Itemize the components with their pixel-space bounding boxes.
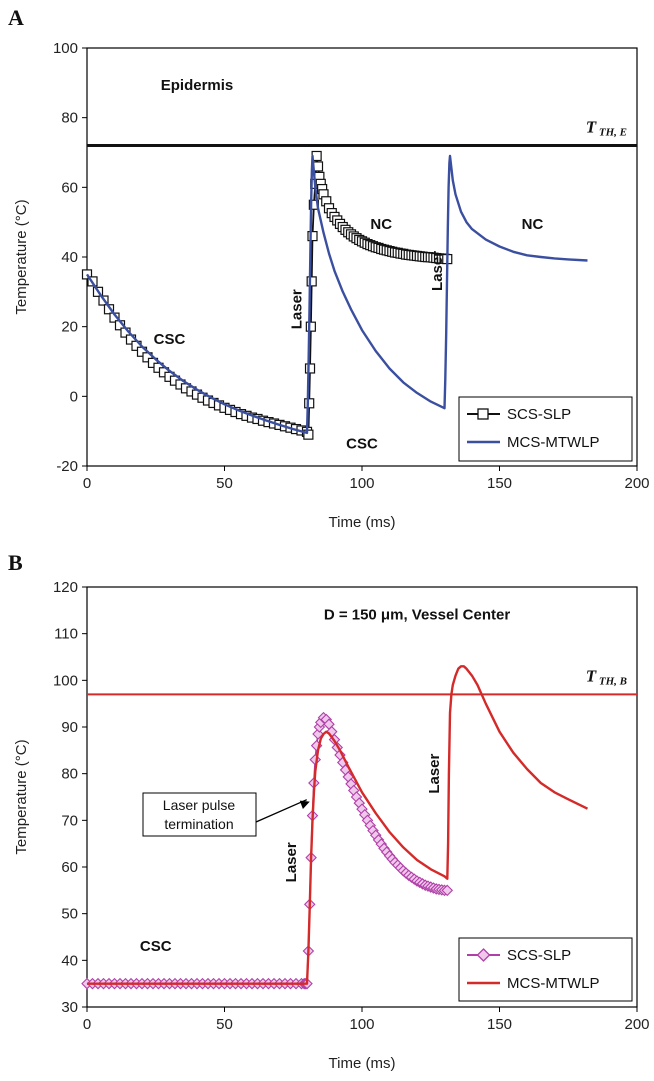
x-tick-label: 0 — [83, 475, 91, 492]
legend-label-scs-slp: SCS-SLP — [507, 947, 571, 964]
data-point — [306, 276, 317, 287]
annotation-laser: Laser — [426, 753, 443, 793]
data-point — [304, 363, 316, 374]
annotation-d-150-m-vessel-center: D = 150 μm, Vessel Center — [324, 607, 511, 624]
panel-a-label: A — [8, 5, 24, 30]
annotation-nc: NC — [522, 216, 544, 233]
panel-b-threshold: T TH, B — [87, 666, 637, 696]
y-tick-label: 70 — [61, 812, 78, 829]
data-point — [303, 429, 314, 440]
panel-a-annotations: Epidermis CSC CSC NC NC Laser Laser — [154, 77, 544, 453]
panel-a-x-axis-label: Time (ms) — [329, 514, 396, 531]
y-tick-label: 50 — [61, 906, 78, 923]
annotation-csc: CSC — [140, 938, 172, 955]
x-tick-label: 50 — [216, 1016, 233, 1033]
y-tick-label: 110 — [54, 626, 78, 643]
panel-a-y-ticks: -20 0 20 40 60 80 100 — [53, 40, 87, 475]
y-tick-label: 20 — [61, 319, 78, 336]
callout-arrow — [255, 799, 310, 823]
panel-b-y-axis-label: Temperature (°C) — [13, 739, 30, 854]
panel-a-legend: SCS-SLP MCS-MTWLP — [458, 396, 633, 462]
x-tick-label: 200 — [624, 1016, 649, 1033]
annotation-csc: CSC — [154, 331, 186, 348]
panel-a: A -20 0 20 40 60 80 100 0 50 100 150 200 Temperatu… — [8, 5, 650, 531]
threshold-subscript: TH, B — [596, 675, 627, 687]
y-tick-label: 80 — [61, 110, 78, 127]
annotation-csc: CSC — [346, 436, 378, 453]
series-line-mcs-mtwlp — [87, 665, 589, 985]
threshold-subscript: TH, E — [596, 127, 627, 139]
y-tick-label: 30 — [61, 999, 78, 1016]
legend-label-mcs-mtwlp: MCS-MTWLP — [507, 975, 600, 992]
callout-box — [142, 792, 257, 837]
annotation-laser: Laser — [429, 251, 446, 291]
panel-a-y-axis-label: Temperature (°C) — [13, 199, 30, 314]
annotation-epidermis: Epidermis — [161, 77, 234, 94]
threshold-label: T TH, B — [586, 666, 627, 687]
panel-b-annotations: D = 150 μm, Vessel Center CSC Laser Laser — [140, 607, 510, 955]
panel-b-y-ticks: 30 40 50 60 70 80 90 100 110 120 — [53, 579, 87, 1016]
x-tick-label: 100 — [349, 1016, 374, 1033]
annotation-nc: NC — [370, 216, 392, 233]
data-point — [304, 398, 315, 409]
panel-b-series — [81, 665, 589, 990]
callout-arrow-line — [255, 799, 308, 823]
legend-box — [458, 396, 633, 462]
y-tick-label: 40 — [61, 249, 78, 266]
series-line-mcs-mtwlp — [85, 154, 588, 435]
x-tick-label: 200 — [624, 475, 649, 492]
panel-b-legend: SCS-SLP MCS-MTWLP — [458, 937, 633, 1002]
y-tick-label: 100 — [53, 40, 78, 57]
panel-a-threshold: T TH, E — [87, 118, 637, 148]
callout-line-1: Laser pulse — [163, 797, 236, 813]
x-tick-label: 150 — [487, 1016, 512, 1033]
y-tick-label: 90 — [61, 719, 78, 736]
data-point — [307, 231, 318, 242]
panel-b-x-ticks: 0 50 100 150 200 — [83, 1007, 650, 1033]
panel-b-x-axis-label: Time (ms) — [329, 1055, 396, 1072]
y-tick-label: 60 — [61, 859, 78, 876]
series-line-scs-slp — [86, 155, 448, 436]
legend-marker-scs-slp — [477, 408, 489, 420]
y-tick-label: 100 — [53, 672, 78, 689]
threshold-label: T TH, E — [586, 118, 627, 139]
callout-line-2: termination — [164, 816, 233, 832]
legend-label-mcs-mtwlp: MCS-MTWLP — [507, 434, 600, 451]
laser-pulse-termination-callout: Laser pulse termination — [142, 792, 310, 837]
y-tick-label: 120 — [53, 579, 78, 596]
callout-arrow-head — [299, 800, 310, 810]
y-tick-label: -20 — [56, 458, 78, 475]
y-tick-label: 0 — [70, 388, 78, 405]
legend-marker-scs-slp — [476, 948, 491, 962]
data-point — [305, 321, 316, 332]
legend-box — [458, 937, 633, 1002]
panel-b: B 30 40 50 60 70 80 90 100 110 120 0 50 100 150 200 T… — [8, 550, 650, 1072]
legend-label-scs-slp: SCS-SLP — [507, 406, 571, 423]
annotation-laser: Laser — [283, 842, 300, 882]
panel-b-label: B — [8, 550, 23, 575]
y-tick-label: 60 — [61, 179, 78, 196]
panel-a-series — [81, 150, 588, 440]
x-tick-label: 0 — [83, 1016, 91, 1033]
data-point — [441, 884, 454, 897]
x-tick-label: 100 — [349, 475, 374, 492]
y-tick-label: 40 — [61, 952, 78, 969]
annotation-laser: Laser — [289, 289, 306, 329]
y-tick-label: 80 — [61, 766, 78, 783]
x-tick-label: 150 — [487, 475, 512, 492]
x-tick-label: 50 — [216, 475, 233, 492]
panel-a-x-ticks: 0 50 100 150 200 — [83, 466, 650, 492]
